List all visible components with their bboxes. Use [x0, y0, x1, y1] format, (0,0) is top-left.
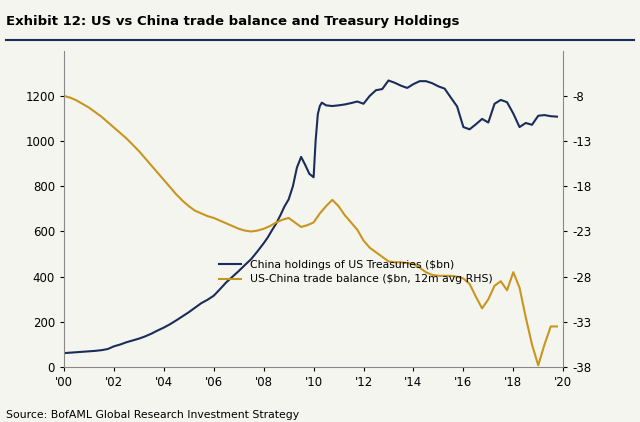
Legend: China holdings of US Treasuries ($bn), US-China trade balance ($bn, 12m avg RHS): China holdings of US Treasuries ($bn), U…: [219, 260, 492, 284]
Text: Source: BofAML Global Research Investment Strategy: Source: BofAML Global Research Investmen…: [6, 410, 300, 420]
Text: Exhibit 12: US vs China trade balance and Treasury Holdings: Exhibit 12: US vs China trade balance an…: [6, 15, 460, 28]
